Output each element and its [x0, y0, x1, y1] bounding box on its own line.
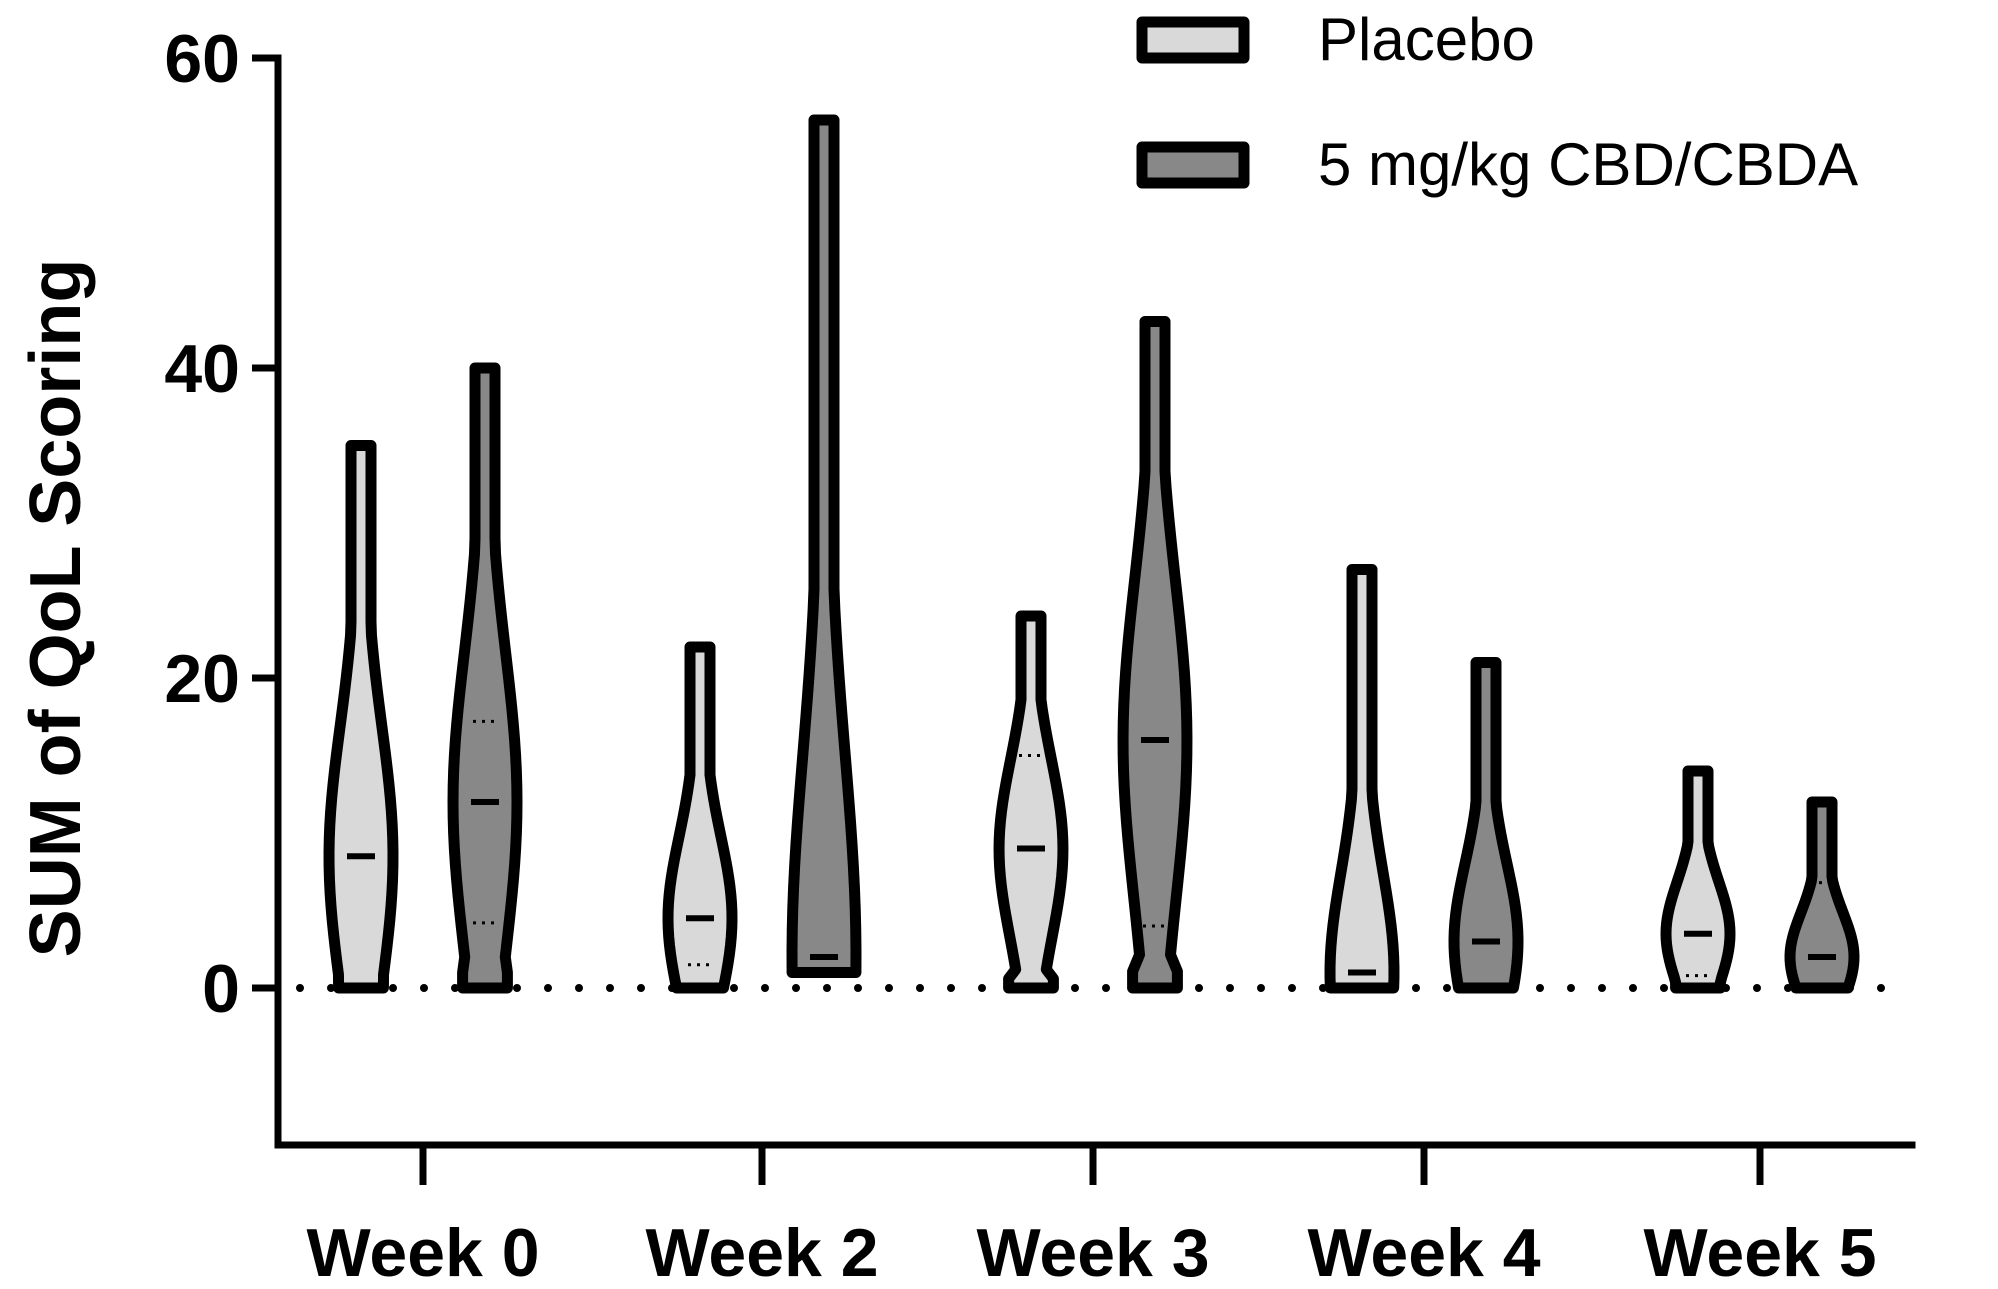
legend-label: 5 mg/kg CBD/CBDA: [1318, 131, 1858, 198]
y-tick-label: 0: [202, 951, 240, 1027]
x-tick-label: Week 2: [645, 1215, 878, 1289]
violin-shape: [1324, 564, 1400, 994]
axes-layer: 0 20 40 60 Week 0 Week 2 Week 3 Week 4 Week 5: [164, 21, 1916, 1289]
violin-shape: [786, 114, 862, 978]
violin-shape: [662, 641, 738, 994]
violin-shape: [1448, 657, 1524, 994]
violin-shape: [1784, 796, 1860, 994]
y-tick-label: 40: [164, 331, 240, 407]
y-axis-title: SUM of QoL Scoring: [16, 259, 96, 958]
violin-shape: [1117, 316, 1193, 994]
legend-swatch: [1136, 16, 1250, 64]
legend-label: Placebo: [1318, 6, 1535, 73]
violin-shape: [447, 362, 523, 994]
y-tick-label: 60: [164, 21, 240, 97]
violin-shape: [1660, 765, 1736, 994]
violin-shape: [993, 610, 1069, 994]
x-tick-label: Week 0: [306, 1215, 539, 1289]
x-tick-label: Week 3: [976, 1215, 1209, 1289]
x-tick-label: Week 5: [1643, 1215, 1876, 1289]
y-tick-label: 20: [164, 641, 240, 717]
legend-swatch: [1136, 141, 1250, 189]
legend: Placebo 5 mg/kg CBD/CBDA: [1136, 6, 1858, 198]
violin-shape: [323, 440, 399, 994]
violin-layer: [323, 114, 1860, 994]
x-tick-label: Week 4: [1307, 1215, 1540, 1289]
